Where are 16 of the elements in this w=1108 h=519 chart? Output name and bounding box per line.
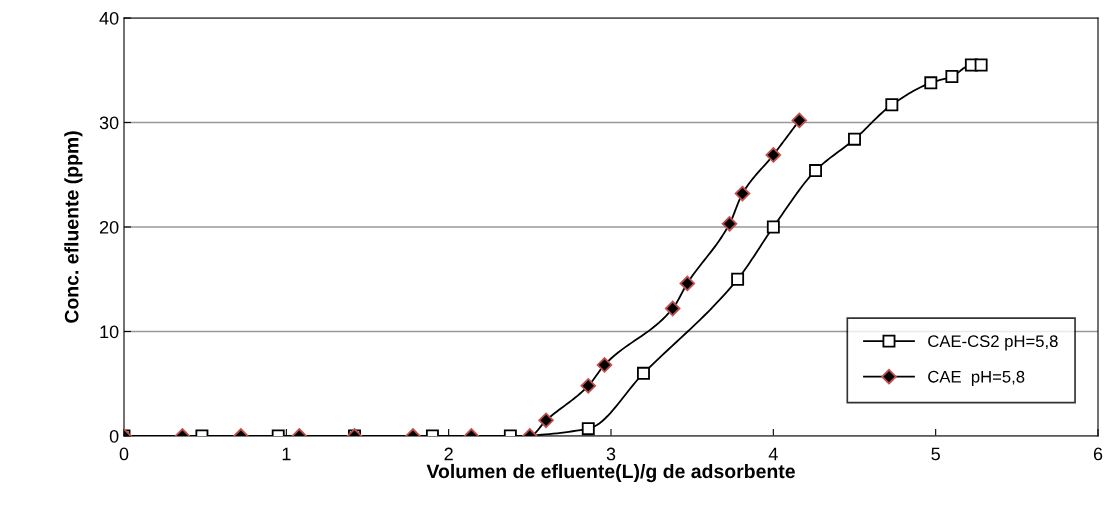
x-tick-label: 1 [282,447,291,461]
y-axis-title: Conc. efluente (ppm) [64,131,83,323]
y-tick-label: 0 [109,429,119,443]
x-tick-label: 5 [931,447,940,461]
y-tick-label: 20 [99,220,119,234]
y-tick-label: 10 [100,325,119,339]
x-tick-label: 3 [606,447,616,461]
legend-label: CAE-CS2 pH=5,8 [928,335,1058,351]
x-tick-label: 4 [768,447,778,461]
y-tick-label: 30 [99,116,119,130]
x-axis-title: Volumen de efluente(L)/g de adsorbente [426,463,795,483]
x-tick-label: 6 [1093,447,1103,461]
legend-label: CAE pH=5,8 [928,370,1025,386]
x-tick-label: 2 [444,447,453,461]
x-tick-label: 0 [119,447,129,461]
y-tick-label: 40 [99,11,119,25]
